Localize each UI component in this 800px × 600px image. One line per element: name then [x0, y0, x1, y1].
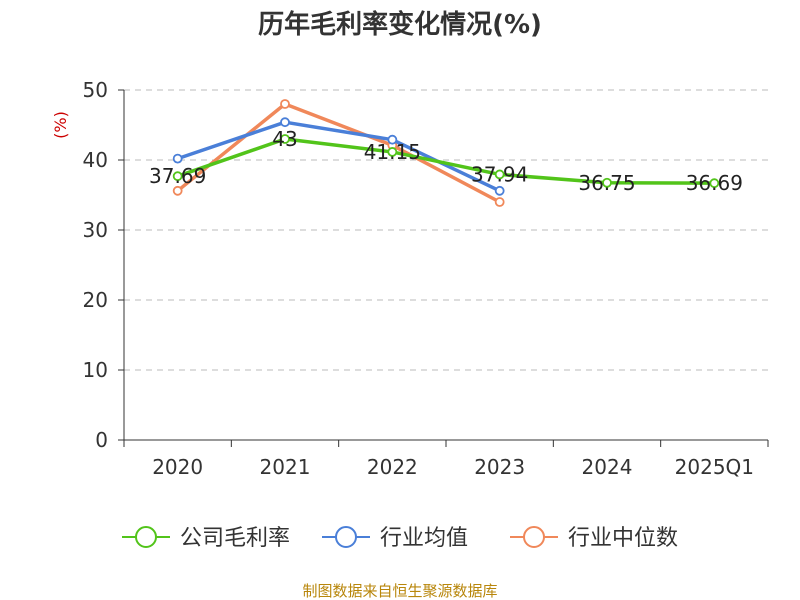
data-label: 36.75 — [578, 171, 635, 195]
y-axis-unit: (%) — [51, 111, 70, 139]
data-point — [494, 185, 505, 196]
data-label: 37.94 — [471, 162, 528, 186]
x-tick-label: 2022 — [367, 455, 418, 479]
y-tick-label: 50 — [83, 78, 108, 102]
series-line — [177, 137, 715, 185]
legend: 公司毛利率 行业均值 行业中位数 — [122, 526, 678, 551]
data-point — [709, 178, 720, 189]
x-tick-label: 2023 — [474, 455, 525, 479]
data-point — [280, 134, 290, 144]
x-tick-label: 2024 — [582, 455, 633, 479]
data-point — [280, 99, 290, 109]
data-point — [280, 117, 290, 128]
data-label: 43 — [272, 127, 297, 151]
y-tick-label: 20 — [83, 288, 108, 312]
data-label: 41.15 — [364, 140, 421, 164]
legend-entry: 公司毛利率 — [180, 526, 290, 551]
x-tick-label: 2020 — [152, 455, 203, 479]
data-point — [172, 153, 183, 164]
legend-entry: 行业均值 — [380, 526, 468, 551]
y-tick-label: 0 — [95, 428, 108, 452]
legend-marker — [523, 526, 545, 548]
y-tick-labels: 0 10 20 30 40 50 — [83, 78, 108, 452]
chart-title: 历年毛利率变化情况(%) — [258, 9, 542, 40]
grid-lines — [124, 89, 768, 371]
data-point — [172, 171, 183, 182]
data-point — [494, 169, 505, 180]
legend-marker — [135, 526, 157, 548]
y-tick-label: 40 — [83, 148, 108, 172]
x-tick-label: 2025Q1 — [675, 455, 754, 479]
series-lines — [172, 99, 720, 207]
axes — [118, 89, 769, 447]
data-point — [387, 147, 398, 157]
y-tick-label: 10 — [83, 358, 108, 382]
x-tick-label: 2021 — [260, 455, 311, 479]
data-point — [172, 185, 183, 196]
source-note: 制图数据来自恒生聚源数据库 — [302, 582, 497, 600]
legend-marker — [335, 526, 357, 548]
data-label: 37.69 — [149, 164, 206, 188]
data-point — [494, 197, 505, 207]
y-tick-label: 30 — [83, 218, 108, 242]
data-point — [602, 177, 612, 188]
legend-entry: 行业中位数 — [568, 526, 678, 551]
series-line — [177, 120, 501, 193]
data-labels: 37.69 43 41.15 37.94 36.75 36.69 — [149, 127, 743, 195]
data-label: 36.69 — [686, 171, 743, 195]
x-tick-labels: 2020 2021 2022 2023 2024 2025Q1 — [152, 455, 754, 479]
data-point — [387, 134, 398, 145]
series-line — [176, 102, 501, 204]
